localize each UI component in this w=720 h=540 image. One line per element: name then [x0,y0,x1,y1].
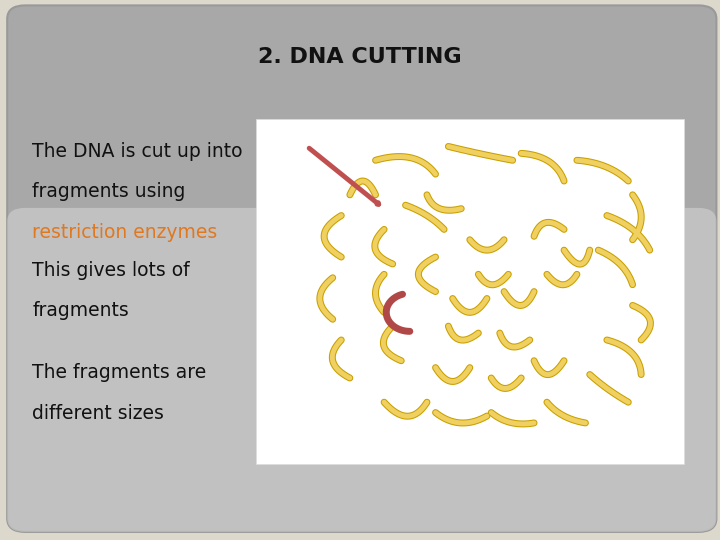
Text: fragments: fragments [32,301,129,320]
FancyBboxPatch shape [7,208,716,532]
Text: fragments using: fragments using [32,182,186,201]
Text: This gives lots of: This gives lots of [32,260,190,280]
Text: 2. DNA CUTTING: 2. DNA CUTTING [258,46,462,67]
FancyBboxPatch shape [7,5,716,532]
Text: The fragments are: The fragments are [32,363,207,382]
Text: restriction enzymes: restriction enzymes [32,222,217,242]
Text: different sizes: different sizes [32,403,164,423]
Bar [256,119,684,464]
Text: The DNA is cut up into: The DNA is cut up into [32,141,243,161]
